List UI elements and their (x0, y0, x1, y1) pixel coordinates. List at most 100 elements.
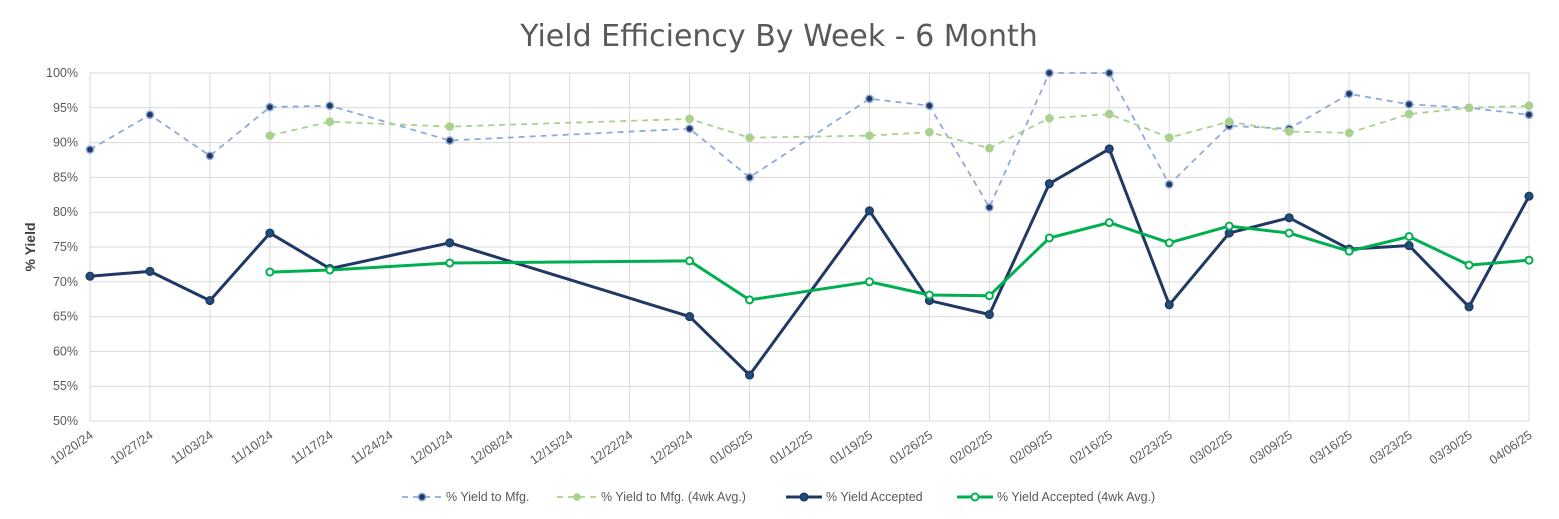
x-tick-label: 03/02/25 (1187, 428, 1235, 467)
data-point (265, 102, 275, 112)
y-tick-label: 60% (53, 344, 78, 358)
data-point (685, 114, 694, 124)
data-point (1404, 232, 1414, 242)
x-tick-label: 11/10/24 (228, 428, 275, 467)
data-point (925, 127, 934, 137)
data-point (1524, 191, 1534, 201)
data-point (265, 267, 275, 277)
y-axis-ticks: 50% 55% 60% 65% 70% 75% 80% 85% 90% 95% 100% (46, 66, 78, 428)
x-tick-label: 02/16/25 (1067, 428, 1115, 467)
x-axis-ticks: 10/20/24 10/27/24 11/03/24 11/10/24 11/17/24… (48, 428, 1535, 467)
legend-label: % Yield Accepted (4wk Avg.) (997, 490, 1155, 504)
data-point (1524, 110, 1534, 120)
x-tick-label: 10/27/24 (108, 428, 156, 467)
x-tick-label: 02/02/25 (947, 428, 995, 467)
data-point (1164, 300, 1174, 310)
data-point (744, 370, 755, 380)
data-point (1224, 117, 1234, 127)
data-point (745, 133, 754, 143)
data-point (1104, 144, 1114, 154)
legend-entry: % Yield Accepted (786, 490, 923, 504)
data-point (985, 202, 994, 212)
series-line (89, 72, 1530, 209)
legend-entry: % Yield Accepted (4wk Avg.) (957, 490, 1155, 504)
data-point (864, 277, 874, 287)
series-line (269, 221, 1530, 302)
chart-title: Yield Efficiency By Week - 6 Month (519, 19, 1038, 54)
data-point (1104, 218, 1114, 228)
data-point (85, 145, 95, 154)
data-point (1344, 128, 1354, 138)
data-point (445, 122, 455, 131)
x-tick-label: 03/23/25 (1367, 428, 1415, 467)
series-group (85, 68, 1534, 380)
data-point (205, 151, 215, 161)
data-point (1224, 221, 1234, 231)
data-point (1524, 101, 1534, 111)
series-2 (265, 101, 1534, 153)
data-point (1284, 228, 1294, 238)
gridlines (89, 72, 1530, 422)
data-point (1164, 238, 1174, 248)
data-point (265, 228, 275, 238)
x-tick-label: 11/03/24 (169, 428, 216, 467)
x-tick-label: 03/16/25 (1307, 428, 1355, 467)
x-tick-label: 11/17/24 (288, 428, 335, 467)
y-tick-label: 65% (53, 310, 78, 324)
x-tick-label: 12/22/24 (587, 428, 635, 467)
data-point (924, 290, 934, 300)
data-point (1344, 246, 1354, 256)
data-point (1104, 109, 1114, 119)
data-point (985, 143, 994, 153)
y-tick-label: 100% (46, 66, 78, 80)
x-tick-label: 12/29/24 (647, 428, 695, 467)
data-point (865, 131, 874, 140)
data-point (1104, 68, 1114, 78)
x-tick-label: 01/12/25 (767, 428, 815, 467)
data-point (205, 296, 215, 306)
x-tick-label: 01/05/25 (707, 428, 755, 467)
x-tick-label: 10/20/24 (48, 428, 96, 467)
data-point (685, 256, 695, 266)
y-tick-label: 95% (53, 101, 78, 115)
x-tick-label: 03/30/25 (1427, 428, 1475, 467)
y-tick-label: 70% (53, 275, 78, 289)
x-tick-label: 01/19/25 (827, 428, 875, 467)
data-point (1284, 127, 1294, 136)
data-point (145, 266, 155, 276)
data-point (1344, 89, 1354, 99)
data-point (1044, 233, 1054, 243)
legend-label: % Yield Accepted (826, 490, 923, 504)
y-tick-label: 50% (53, 414, 78, 428)
legend-entry: % Yield to Mfg. (402, 490, 529, 504)
y-axis-label: % Yield (22, 222, 38, 271)
legend-label: % Yield to Mfg. (4wk Avg.) (601, 490, 746, 504)
data-point (984, 291, 994, 301)
series-1 (85, 68, 1534, 212)
x-tick-label: 12/08/24 (468, 428, 516, 467)
data-point (745, 295, 755, 305)
data-point (265, 131, 275, 140)
data-point (1284, 213, 1294, 223)
data-point (85, 271, 95, 281)
x-tick-label: 04/06/25 (1487, 428, 1535, 467)
data-point (325, 101, 335, 111)
data-point (685, 124, 694, 134)
data-point (925, 101, 934, 111)
data-point (445, 136, 455, 145)
data-point (1044, 68, 1054, 78)
legend-label: % Yield to Mfg. (446, 490, 529, 504)
data-point (1164, 180, 1174, 189)
series-line (269, 104, 1530, 150)
y-tick-label: 90% (53, 136, 78, 150)
x-tick-label: 11/24/24 (348, 428, 395, 467)
data-point (984, 309, 994, 320)
data-point (1464, 103, 1474, 113)
x-tick-label: 12/15/24 (527, 428, 575, 467)
data-point (325, 265, 335, 275)
y-tick-label: 75% (53, 240, 78, 254)
data-point (1404, 109, 1414, 119)
x-tick-label: 12/01/24 (408, 428, 456, 467)
